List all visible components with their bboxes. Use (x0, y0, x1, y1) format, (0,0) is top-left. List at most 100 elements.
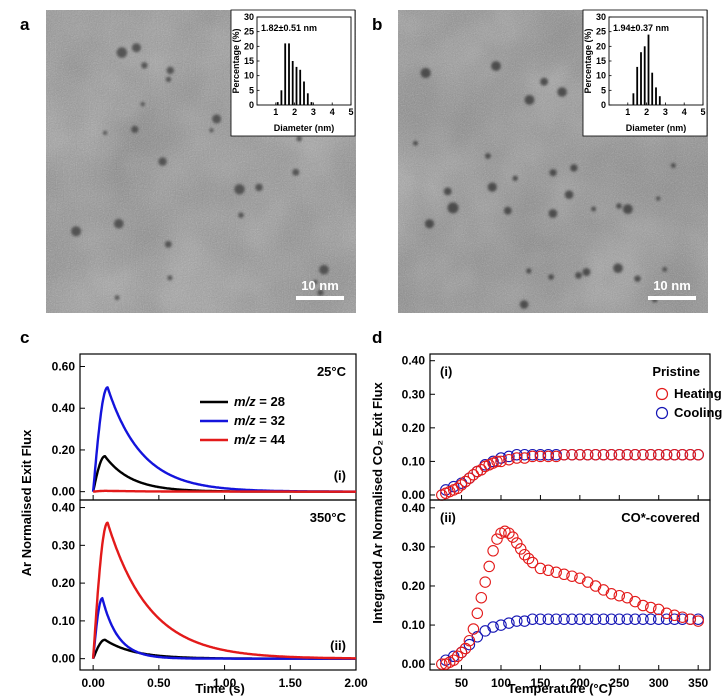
histogram-bar (295, 66, 298, 105)
chart-c-i: 0.00 0.20 0.40 0.60 25°C (i) m/z = 28 m/z = 32 m… (52, 353, 357, 501)
nanoparticle (140, 102, 145, 107)
nanoparticle (234, 184, 245, 195)
data-point (507, 531, 519, 543)
data-point (581, 613, 594, 625)
data-point (526, 556, 539, 569)
data-point (566, 613, 578, 625)
data-point (550, 566, 562, 579)
data-point (495, 619, 507, 631)
data-point (451, 650, 464, 663)
plot-frame (79, 353, 357, 501)
nanoparticle (165, 76, 172, 83)
inset-x-tick-label: 5 (348, 107, 353, 117)
y-tick-label: 0.40 (402, 354, 426, 368)
nanoparticle (164, 240, 172, 248)
panel-b: b 10 nm 1 2 3 4 5 0 5 10 15 20 25 30 Diameter (nm) Pe… (372, 9, 708, 313)
data-point (522, 552, 535, 565)
data-point (676, 448, 689, 461)
legend-entry: m/z = 28 (234, 394, 285, 409)
nanoparticle (212, 114, 222, 124)
subpanel-label: (i) (440, 364, 452, 379)
inset-x-tick-label: 2 (292, 107, 297, 117)
nanoparticle (662, 267, 667, 272)
histogram-bar (299, 69, 302, 105)
inset-y-tick-label: 30 (596, 12, 606, 22)
data-point (668, 609, 681, 622)
nanoparticle (591, 206, 596, 212)
y-tick-label: 0.10 (402, 454, 426, 468)
data-point (645, 613, 657, 625)
data-point (558, 613, 570, 625)
nanoparticle (613, 263, 623, 274)
nanoparticle (103, 130, 108, 135)
inset-x-tick-label: 1 (273, 107, 278, 117)
y-tick-label: 0.30 (402, 540, 426, 554)
nanoparticle (413, 140, 418, 146)
y-tick-label: 0.00 (52, 652, 76, 666)
data-point (637, 613, 649, 625)
y-tick-label: 0.20 (52, 443, 76, 457)
y-tick-label: 0.30 (402, 387, 426, 401)
nanoparticle (313, 279, 318, 285)
nanoparticle (317, 289, 324, 296)
data-point (660, 607, 673, 620)
y-tick-label: 0.40 (52, 401, 76, 415)
panel-a-letter: a (20, 15, 30, 34)
data-point (558, 448, 570, 461)
y-tick-label: 0.00 (402, 657, 426, 671)
nanoparticle (238, 212, 244, 218)
nanoparticle (557, 87, 567, 97)
legend-marker (655, 387, 669, 401)
y-tick-label: 0.40 (52, 501, 76, 515)
nanoparticle (582, 268, 591, 277)
nanoparticle (575, 272, 582, 279)
histogram-bar (310, 102, 313, 105)
histogram-bar (303, 81, 305, 105)
histogram-bar (306, 93, 309, 105)
data-point (518, 548, 531, 561)
data-point (518, 448, 531, 461)
data-point (463, 472, 476, 484)
inset-y-tick-label: 0 (249, 100, 254, 110)
plot-frame (79, 499, 357, 671)
inset-y-tick-label: 5 (249, 85, 254, 95)
inset-y-tick-label: 25 (244, 27, 254, 37)
nanoparticle (114, 218, 124, 229)
nanoparticle (503, 206, 512, 215)
nanoparticle (616, 203, 622, 209)
data-point (613, 613, 626, 625)
inset-xlabel: Diameter (nm) (274, 123, 335, 133)
data-point (436, 658, 448, 670)
histogram-bar (643, 46, 646, 105)
inset-x-tick-label: 2 (644, 107, 649, 117)
data-point (511, 615, 523, 627)
legend-marker (655, 406, 669, 420)
histogram-bar (651, 72, 654, 105)
nanoparticle (131, 125, 139, 133)
data-point (534, 562, 547, 575)
y-tick-label: 0.60 (52, 360, 76, 374)
data-point (503, 617, 515, 629)
nanoparticle (166, 66, 174, 75)
inset-x-tick-label: 1 (625, 107, 630, 117)
data-point (684, 613, 697, 625)
inset-y-tick-label: 0 (601, 100, 606, 110)
data-point (550, 450, 562, 463)
data-point (447, 654, 460, 666)
inset-y-tick-label: 20 (596, 41, 606, 51)
x-tick-label: 350 (688, 676, 708, 690)
data-point (542, 564, 555, 577)
data-point (676, 611, 689, 623)
nanoparticle (141, 62, 148, 69)
nanoparticle (114, 295, 120, 301)
data-point (455, 646, 468, 659)
x-tick-label: 150 (530, 676, 550, 690)
data-point (629, 613, 641, 625)
y-tick-label: 0.20 (402, 579, 426, 593)
d-ylabel: Integrated Ar Normalised CO₂ Exit Flux (370, 381, 385, 623)
data-point (652, 448, 665, 461)
data-point (558, 568, 570, 581)
histogram-bar (280, 90, 283, 105)
y-tick-label: 0.40 (402, 501, 426, 515)
y-tick-label: 0.10 (52, 614, 76, 628)
